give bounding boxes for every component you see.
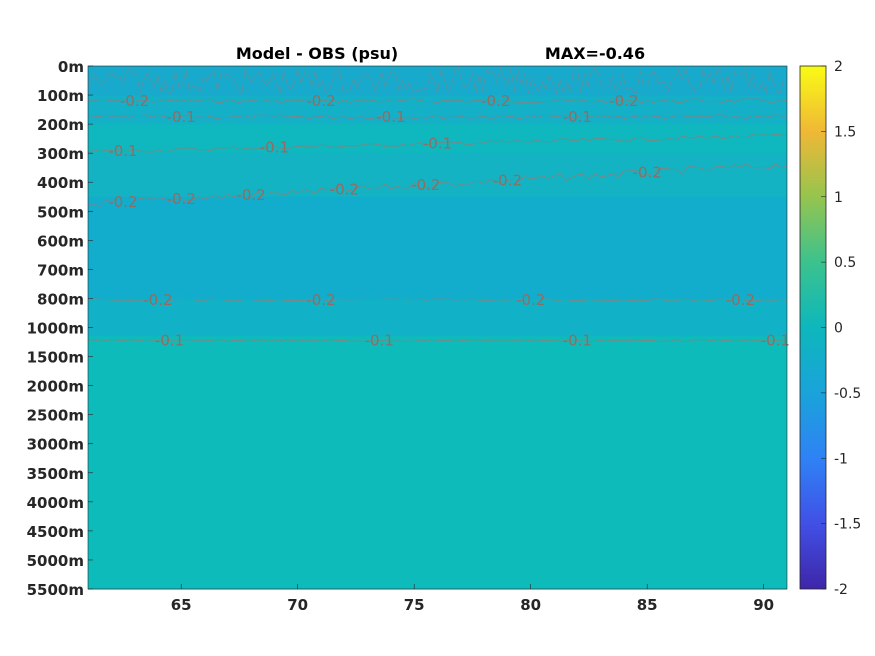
chart-max-label: MAX=-0.46 xyxy=(545,44,645,63)
x-tick-label: 85 xyxy=(637,596,658,614)
contour-label: -0.1 xyxy=(563,108,592,126)
contour-label: -0.1 xyxy=(563,332,592,350)
y-tick-label: 0m xyxy=(58,58,84,76)
y-tick-label: 400m xyxy=(37,174,84,192)
x-tick-label: 75 xyxy=(404,596,425,614)
y-tick-label: 2500m xyxy=(27,407,84,425)
y-tick-label: 800m xyxy=(37,290,84,308)
colorbar-tick-label: -2 xyxy=(834,582,848,598)
colorbar-tick-label: 1.5 xyxy=(834,124,856,140)
contour-line xyxy=(87,339,788,342)
field-band-450-800m xyxy=(88,196,787,299)
y-tick-label: 1500m xyxy=(27,349,84,367)
contour-label: -0.2 xyxy=(306,291,335,309)
contour-label: -0.1 xyxy=(423,135,452,153)
y-tick-label: 3000m xyxy=(27,436,84,454)
contour-label: -0.1 xyxy=(761,332,790,350)
x-tick-label: 90 xyxy=(753,596,774,614)
contour-line xyxy=(87,98,788,104)
y-tick-label: 200m xyxy=(37,116,84,134)
contour-line xyxy=(87,163,788,208)
salinity-difference-field xyxy=(88,66,787,590)
contour-label: -0.2 xyxy=(633,164,662,182)
colorbar: 2 1.5 1 0.5 0 -0.5 -1 -1.5 -2 xyxy=(799,59,861,598)
contour-label: -0.1 xyxy=(155,332,184,350)
contour-line xyxy=(87,298,788,302)
y-tick-label: 5000m xyxy=(27,552,84,570)
x-tick-label: 80 xyxy=(520,596,541,614)
contour-label: -0.1 xyxy=(260,138,289,156)
x-tick-label: 70 xyxy=(287,596,308,614)
contour-label: -0.2 xyxy=(236,186,265,204)
field-band-300-450m xyxy=(88,153,787,198)
colorbar-tick-label: 1 xyxy=(834,190,843,206)
y-tick-label: 100m xyxy=(37,87,84,105)
y-tick-label: 1000m xyxy=(27,320,84,338)
contour-label: -0.2 xyxy=(143,291,172,309)
contour-label: -0.2 xyxy=(120,92,149,110)
contour-label: -0.1 xyxy=(376,108,405,126)
contour-lines xyxy=(87,66,788,342)
colorbar-ticks: 2 1.5 1 0.5 0 -0.5 -1 -1.5 -2 xyxy=(821,59,861,598)
contour-label: -0.2 xyxy=(306,92,335,110)
contour-labels: -0.2 -0.2 -0.2 -0.2 -0.1 -0.1 -0.1 -0.1 -0.1 -0.1… xyxy=(108,92,790,350)
chart-title: Model - OBS (psu) xyxy=(236,44,398,63)
y-tick-label: 4000m xyxy=(27,494,84,512)
field-band-800-1100m xyxy=(88,298,787,337)
contour-label: -0.2 xyxy=(411,176,440,194)
contour-label: -0.2 xyxy=(609,92,638,110)
contour-label: -0.2 xyxy=(167,190,196,208)
contour-line xyxy=(87,133,788,154)
field-band-deep xyxy=(88,336,787,590)
y-tick-label: 500m xyxy=(37,203,84,221)
y-tick-label: 600m xyxy=(37,232,84,250)
y-tick-label: 700m xyxy=(37,261,84,279)
contour-label: -0.2 xyxy=(481,92,510,110)
contour-label: -0.1 xyxy=(167,108,196,126)
contour-label: -0.2 xyxy=(330,181,359,199)
colorbar-tick-label: 0.5 xyxy=(834,255,856,271)
contour-label: -0.2 xyxy=(493,171,522,189)
contour-label: -0.2 xyxy=(108,193,137,211)
contour-label: -0.2 xyxy=(726,291,755,309)
colorbar-tick-label: -1 xyxy=(834,451,848,467)
plot-area: -0.2 -0.2 -0.2 -0.2 -0.1 -0.1 -0.1 -0.1 -0.1 -0.1… xyxy=(87,65,790,590)
field-band-0-100m xyxy=(88,66,787,96)
colorbar-tick-label: -0.5 xyxy=(834,386,861,402)
colorbar-tick-label: 2 xyxy=(834,59,843,75)
y-tick-label: 4500m xyxy=(27,523,84,541)
contour-label: -0.2 xyxy=(516,291,545,309)
y-tick-label: 2000m xyxy=(27,378,84,396)
contour-label: -0.1 xyxy=(365,332,394,350)
colorbar-tick-label: -1.5 xyxy=(834,517,861,533)
y-tick-label: 5500m xyxy=(27,581,84,599)
x-tick-label: 65 xyxy=(171,596,192,614)
y-tick-label: 300m xyxy=(37,145,84,163)
y-axis: 0m 100m 200m 300m 400m 500m 600m 700m 800m 1000m 1… xyxy=(27,58,93,599)
x-axis: 65 70 75 80 85 90 xyxy=(171,584,774,614)
contour-label: -0.1 xyxy=(108,142,137,160)
colorbar-tick-label: 0 xyxy=(834,321,843,337)
y-tick-label: 3500m xyxy=(27,465,84,483)
contour-line xyxy=(87,114,788,120)
surface-contour-noise xyxy=(87,66,784,96)
